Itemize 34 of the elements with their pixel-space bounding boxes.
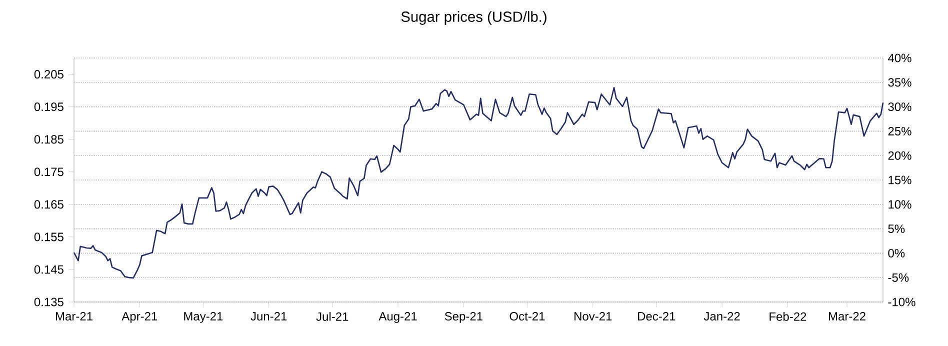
y-tick-label: 0.205 bbox=[34, 70, 64, 79]
x-tick-label: Jan-22 bbox=[704, 312, 740, 321]
x-tick-label: Aug-21 bbox=[378, 312, 417, 323]
x-tick-label: Jul-21 bbox=[316, 312, 348, 321]
y2-tick-label: 25% bbox=[888, 126, 912, 136]
x-tick-label: Mar-21 bbox=[56, 312, 92, 321]
y-tick-label: 0.165 bbox=[34, 200, 64, 209]
x-tick-label: Jun-21 bbox=[250, 312, 287, 321]
y-tick-label: 0.195 bbox=[34, 102, 64, 112]
x-tick-label: Nov-21 bbox=[574, 312, 612, 321]
y2-tick-label: 5% bbox=[888, 224, 905, 234]
x-tick-label: Mar-22 bbox=[828, 312, 866, 321]
y-tick-label: 0.155 bbox=[34, 232, 64, 242]
y2-tick-label: 35% bbox=[888, 78, 912, 87]
y2-tick-label: 30% bbox=[888, 102, 912, 112]
chart-title: Sugar prices (USD/lb.) bbox=[401, 11, 546, 25]
y2-tick-label: 40% bbox=[888, 54, 912, 62]
line-series bbox=[73, 86, 884, 279]
x-tick-label: Feb-22 bbox=[770, 312, 806, 321]
y2-tick-label: 15% bbox=[888, 176, 912, 184]
y-tick-label: 0.185 bbox=[34, 135, 64, 144]
x-tick-label: Apr-21 bbox=[122, 312, 158, 323]
x-tick-label: Sep-21 bbox=[444, 312, 482, 323]
y2-tick-label: 0% bbox=[888, 248, 905, 258]
y2-tick-label: -5% bbox=[888, 273, 909, 282]
x-tick-label: May-21 bbox=[184, 312, 223, 323]
y-tick-label: 0.135 bbox=[34, 298, 64, 306]
x-tick-label: Oct-21 bbox=[510, 312, 545, 321]
y2-tick-label: -10% bbox=[888, 298, 916, 306]
y-tick-label: 0.175 bbox=[34, 168, 64, 176]
x-tick-label: Dec-21 bbox=[638, 312, 676, 321]
y2-tick-label: 10% bbox=[888, 200, 912, 209]
y-tick-label: 0.145 bbox=[34, 265, 64, 274]
y2-tick-label: 20% bbox=[888, 151, 912, 160]
